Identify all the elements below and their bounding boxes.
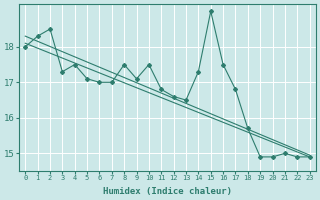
X-axis label: Humidex (Indice chaleur): Humidex (Indice chaleur) bbox=[103, 187, 232, 196]
